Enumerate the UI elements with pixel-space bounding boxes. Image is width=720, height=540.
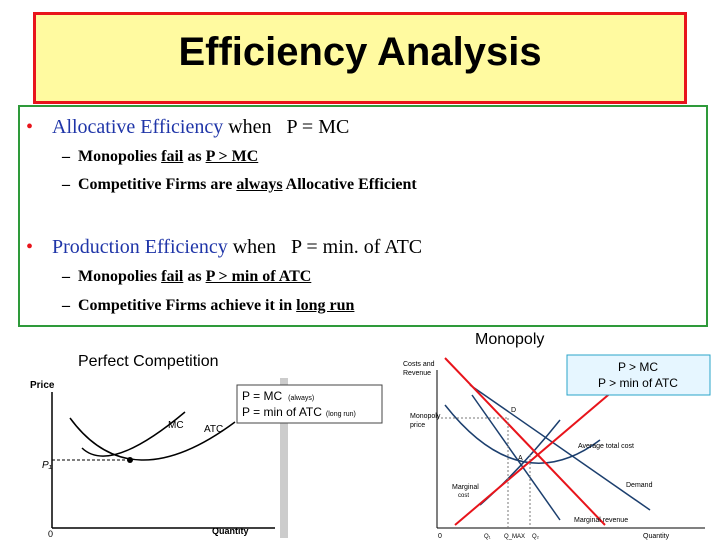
competition-label: Perfect Competition — [78, 353, 219, 370]
text: long run — [296, 297, 355, 314]
label: cost — [458, 493, 469, 499]
text: P > MC — [205, 148, 259, 165]
text: as — [183, 268, 206, 285]
label: Costs and — [403, 361, 435, 368]
bullet: • — [26, 236, 34, 258]
text: P = min of ATC — [242, 405, 322, 419]
competition-box — [236, 384, 383, 424]
text: (always) — [288, 395, 314, 402]
text: always — [236, 176, 283, 193]
label: Quantity — [643, 533, 670, 540]
demand-curve — [469, 384, 651, 511]
label: 0 — [48, 529, 53, 539]
bullet-tail: when P = min. of ATC — [227, 236, 423, 258]
box-text: P = MC (always) — [242, 389, 314, 403]
red-line — [444, 357, 606, 526]
label: Quantity — [212, 526, 249, 536]
label: Demand — [626, 482, 653, 489]
box-text: P = min of ATC (long run) — [242, 405, 356, 419]
label: price — [410, 422, 425, 429]
label: A — [518, 455, 523, 462]
text: P = MC — [242, 389, 282, 403]
text: as — [183, 148, 206, 165]
label: Q_MAX — [504, 534, 525, 540]
label: Revenue — [403, 370, 431, 377]
bullet-head: Allocative Efficiency — [52, 116, 224, 138]
sub-bullet: – Monopolies fail as P > MC — [62, 148, 259, 165]
label: Price — [30, 380, 55, 391]
text: fail — [161, 268, 184, 285]
bullet-text: Allocative Efficiency when P = MC — [52, 116, 349, 139]
monopoly-box — [566, 354, 711, 396]
monopoly-label: Monopoly — [475, 331, 545, 348]
box-text: P > min of ATC — [598, 376, 678, 390]
point — [127, 457, 133, 463]
text: Competitive Firms are — [78, 176, 237, 193]
atc-curve — [69, 417, 236, 461]
label: D — [511, 407, 516, 414]
bullet-tail: when P = MC — [223, 116, 350, 138]
label: Q₁ — [484, 534, 491, 540]
text: Monopolies — [78, 268, 162, 285]
text: P > min of ATC — [205, 268, 312, 285]
box-text: P > MC — [618, 360, 658, 374]
bullet-head: Production Efficiency — [52, 236, 228, 258]
bullet-box — [18, 105, 708, 327]
text: Monopolies — [78, 148, 162, 165]
label: Q₂ — [532, 534, 540, 540]
bullet-text: Production Efficiency when P = min. of A… — [52, 236, 422, 259]
title: Efficiency Analysis — [178, 30, 542, 74]
sub-bullet: – Monopolies fail as P > min of ATC — [62, 268, 312, 285]
mr-curve — [471, 394, 561, 521]
label: Marginal revenue — [574, 517, 628, 524]
label: 0 — [438, 533, 442, 540]
atc-curve — [444, 404, 601, 464]
sub-bullet: – Competitive Firms achieve it in long r… — [62, 297, 355, 314]
mc-curve — [81, 411, 186, 457]
title-box — [33, 12, 687, 104]
text: (long run) — [326, 411, 356, 418]
text: fail — [161, 148, 184, 165]
label: ATC — [204, 424, 223, 435]
sub-bullet: – Competitive Firms are always Allocativ… — [62, 176, 417, 193]
label: P₁ — [42, 460, 52, 471]
label: MC — [168, 420, 184, 431]
label: Average total cost — [578, 443, 634, 450]
shadow — [280, 378, 288, 538]
text: Competitive Firms achieve it in — [78, 297, 297, 314]
bullet: • — [26, 116, 34, 138]
label: Monopoly — [410, 413, 441, 420]
text: Allocative Efficient — [282, 176, 417, 193]
label: Marginal — [452, 484, 479, 491]
